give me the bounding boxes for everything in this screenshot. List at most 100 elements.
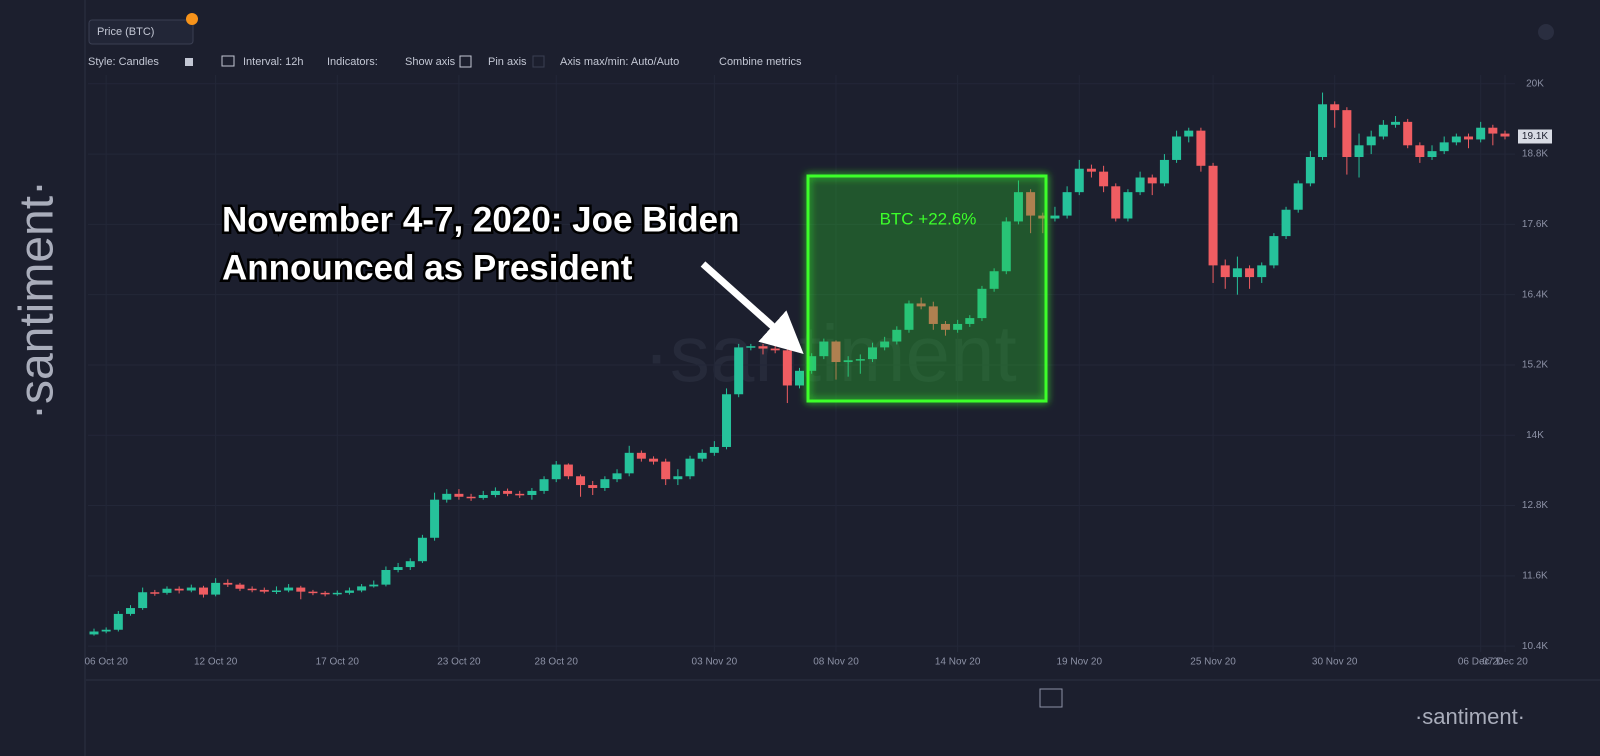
candle-body	[527, 490, 537, 496]
candle-body	[770, 348, 780, 351]
candle-body	[758, 346, 768, 349]
candle-body	[369, 584, 379, 587]
candle-body	[746, 346, 756, 348]
candle-body	[551, 464, 561, 480]
candle-body	[1330, 104, 1340, 111]
x-tick-label: 28 Oct 20	[535, 657, 579, 668]
candle-body	[503, 490, 513, 494]
candle-body	[162, 588, 172, 593]
candle-body	[138, 592, 148, 609]
candle-body	[198, 587, 208, 595]
candle-body	[734, 347, 744, 395]
candle-body	[125, 608, 135, 614]
candle-body	[1378, 124, 1388, 137]
x-tick-label: 14 Nov 20	[935, 657, 981, 668]
annotation-arrow	[700, 261, 804, 354]
candle-body	[89, 631, 99, 635]
candle-body	[101, 629, 111, 632]
candle-body	[1391, 121, 1401, 125]
x-tick-label: 19 Nov 20	[1056, 657, 1102, 668]
candle-body	[600, 479, 610, 488]
btc-icon	[186, 13, 198, 25]
candle-body	[1220, 265, 1230, 278]
y-tick-label: 15.2K	[1522, 360, 1548, 371]
candle-body	[563, 464, 573, 477]
candle-body	[284, 587, 294, 591]
color-picker[interactable]	[185, 58, 193, 66]
candle-body	[1366, 136, 1376, 146]
candle-body	[113, 613, 123, 630]
candle-body	[612, 473, 622, 480]
y-tick-label: 20K	[1526, 78, 1544, 89]
y-tick-label: 17.6K	[1522, 219, 1548, 230]
x-tick-label: 12 Oct 20	[194, 657, 238, 668]
candle-body	[661, 461, 671, 480]
candle-body	[1427, 151, 1437, 158]
candle-body	[223, 582, 233, 585]
pin-axis-checkbox[interactable]	[532, 55, 545, 68]
style-select[interactable]: Style: Candles	[88, 56, 159, 68]
candle-body	[1196, 130, 1206, 166]
y-tick-label: 14K	[1526, 430, 1544, 441]
candle-body	[1257, 265, 1267, 278]
x-tick-label: 03 Nov 20	[692, 657, 738, 668]
metric-chip[interactable]	[88, 19, 194, 45]
candle-body	[211, 582, 221, 595]
navigator-handle[interactable]	[1039, 688, 1063, 708]
metric-chip-label[interactable]: Price (BTC)	[97, 26, 154, 38]
candle-body	[235, 584, 245, 589]
candle-body	[1111, 186, 1121, 219]
x-tick-label: 25 Nov 20	[1190, 657, 1236, 668]
combine-metrics[interactable]: Combine metrics	[719, 56, 802, 68]
candle-body	[1074, 168, 1084, 193]
candle-body	[1135, 177, 1145, 193]
candle-body	[1451, 136, 1461, 143]
indicators-select[interactable]: Indicators:	[327, 56, 378, 68]
x-tick-label: 30 Nov 20	[1312, 657, 1358, 668]
x-tick-label: 06 Dec 20	[1458, 657, 1504, 668]
candle-body	[1050, 215, 1060, 219]
interval-icon	[221, 55, 235, 67]
candle-body	[782, 350, 792, 386]
x-tick-label: 06 Oct 20	[84, 657, 128, 668]
annotation-line: Announced as President	[222, 248, 633, 287]
candle-body	[150, 592, 160, 594]
highlight-label: BTC +22.6%	[880, 209, 977, 228]
candle-body	[296, 587, 306, 592]
candle-body	[1086, 168, 1096, 172]
candle-body	[357, 586, 367, 591]
footer-logo: ·santiment·	[1415, 704, 1525, 729]
candle-body	[478, 495, 488, 498]
x-tick-label: 08 Nov 20	[813, 657, 859, 668]
y-tick-label: 18.8K	[1522, 149, 1548, 160]
candle-body	[1439, 142, 1449, 152]
axis-minmax-select[interactable]: Axis max/min: Auto/Auto	[560, 56, 679, 68]
candle-body	[685, 458, 695, 477]
candle-body	[1305, 157, 1315, 184]
candle-body	[624, 452, 634, 474]
pin-axis-label[interactable]: Pin axis	[488, 56, 527, 68]
candle-body	[636, 452, 646, 459]
settings-button[interactable]	[1538, 24, 1554, 40]
candle-body	[1318, 104, 1328, 158]
candle-body	[174, 588, 184, 591]
candle-body	[709, 446, 719, 453]
candle-body	[697, 452, 707, 459]
side-logo: ·santiment·	[11, 180, 64, 420]
candle-body	[1245, 268, 1255, 278]
candle-body	[332, 592, 342, 595]
candle-body	[417, 537, 427, 562]
interval-select[interactable]: Interval: 12h	[243, 56, 304, 68]
show-axis-label[interactable]: Show axis	[405, 56, 456, 68]
candle-body	[466, 496, 476, 499]
candle-body	[320, 592, 330, 595]
candle-body	[1500, 133, 1510, 137]
candle-body	[1123, 192, 1133, 219]
candle-body	[722, 394, 732, 447]
show-axis-checkbox[interactable]	[459, 55, 472, 68]
candle-body	[247, 588, 257, 591]
y-tick-label: 10.4K	[1522, 641, 1548, 652]
candle-body	[1159, 159, 1169, 184]
highlight-box	[806, 174, 1048, 403]
